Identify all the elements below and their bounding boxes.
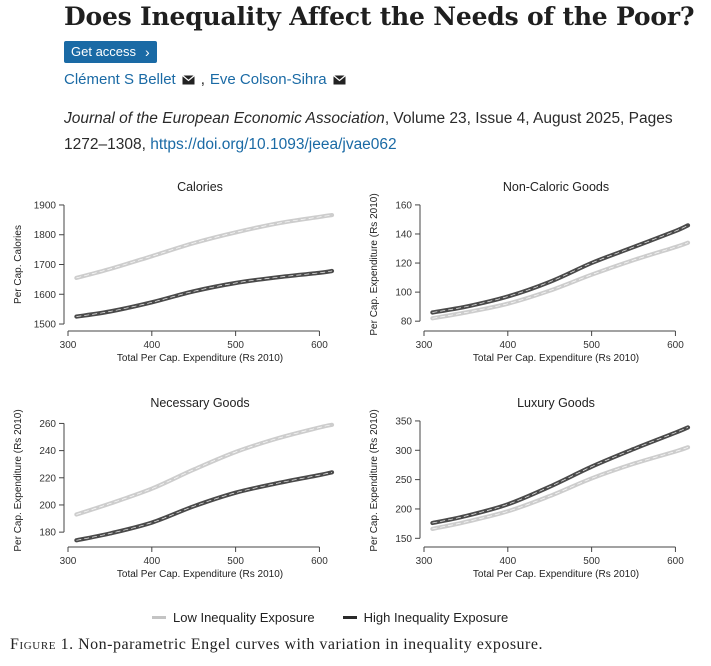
y-tick-label: 300 xyxy=(395,446,412,457)
series-line-ci xyxy=(432,446,689,530)
y-tick-label: 240 xyxy=(39,446,56,457)
series-line-band xyxy=(74,268,335,319)
series-line-band xyxy=(430,425,691,526)
x-tick-label: 400 xyxy=(143,340,160,351)
chart-title: Necessary Goods xyxy=(150,396,249,410)
x-tick-label: 300 xyxy=(60,556,77,567)
chart-title: Calories xyxy=(177,180,223,194)
y-tick-label: 350 xyxy=(395,416,412,427)
x-tick-label: 600 xyxy=(311,556,328,567)
email-icon[interactable] xyxy=(181,74,195,85)
chart-legend: Low Inequality Exposure High Inequality … xyxy=(152,610,508,625)
caption-label: Figure xyxy=(10,636,57,653)
x-tick-label: 600 xyxy=(667,340,684,351)
legend-label-low: Low Inequality Exposure xyxy=(173,610,315,625)
y-tick-label: 1900 xyxy=(34,200,57,211)
journal-name: Journal of the European Economic Associa… xyxy=(64,110,385,127)
x-tick-label: 300 xyxy=(416,340,433,351)
email-icon[interactable] xyxy=(332,74,346,85)
legend-swatch-high xyxy=(342,616,357,619)
x-tick-label: 300 xyxy=(60,340,77,351)
y-tick-label: 1700 xyxy=(34,260,57,271)
legend-item-low: Low Inequality Exposure xyxy=(152,610,315,625)
y-tick-label: 180 xyxy=(39,528,56,539)
y-axis-label: Per Cap. Expenditure (Rs 2010) xyxy=(13,409,24,551)
doi-link[interactable]: https://doi.org/10.1093/jeea/jvae062 xyxy=(150,136,397,153)
x-axis-label: Total Per Cap. Expenditure (Rs 2010) xyxy=(473,353,639,364)
y-axis-label: Per Cap. Calories xyxy=(13,225,24,304)
y-tick-label: 80 xyxy=(401,317,413,328)
legend-item-high: High Inequality Exposure xyxy=(342,610,509,625)
y-tick-label: 200 xyxy=(39,500,56,511)
x-axis-label: Total Per Cap. Expenditure (Rs 2010) xyxy=(117,353,283,364)
legend-swatch-low xyxy=(152,616,166,619)
y-tick-label: 220 xyxy=(39,473,56,484)
y-tick-label: 100 xyxy=(395,288,412,299)
chart-title: Non-Caloric Goods xyxy=(503,180,609,194)
citation: Journal of the European Economic Associa… xyxy=(64,106,684,158)
chart-title: Luxury Goods xyxy=(517,396,595,410)
y-tick-label: 200 xyxy=(395,504,412,515)
legend-label-high: High Inequality Exposure xyxy=(363,610,509,625)
article-title: Does Inequality Affect the Needs of the … xyxy=(64,2,695,31)
author-list: Clément S Bellet , Eve Colson-Sihra xyxy=(64,71,352,88)
y-tick-label: 1800 xyxy=(34,230,57,241)
figure-caption: Figure 1. Non-parametric Engel curves wi… xyxy=(10,636,543,654)
x-tick-label: 500 xyxy=(227,340,244,351)
engel-curves-figure: Calories 1500 1600 1700 1800 1900 300 400 500 600… xyxy=(13,180,691,580)
y-tick-label: 140 xyxy=(395,229,412,240)
caption-text: Non-parametric Engel curves with variati… xyxy=(78,636,543,653)
x-tick-label: 600 xyxy=(311,340,328,351)
y-tick-label: 260 xyxy=(39,419,56,430)
chevron-right-icon: › xyxy=(145,44,150,60)
series-line-band xyxy=(74,213,335,280)
author-link[interactable]: Eve Colson-Sihra xyxy=(209,71,327,88)
author-separator: , xyxy=(200,71,205,88)
x-tick-label: 400 xyxy=(143,556,160,567)
y-tick-label: 1600 xyxy=(34,290,57,301)
y-tick-label: 250 xyxy=(395,475,412,486)
y-tick-label: 1500 xyxy=(34,320,57,331)
x-tick-label: 600 xyxy=(667,556,684,567)
y-tick-label: 120 xyxy=(395,259,412,270)
series-line-ci xyxy=(432,224,689,313)
x-tick-label: 400 xyxy=(499,556,516,567)
get-access-button[interactable]: Get access › xyxy=(64,41,157,63)
series-line-band xyxy=(430,223,691,315)
x-tick-label: 500 xyxy=(583,340,600,351)
y-tick-label: 150 xyxy=(395,534,412,545)
series-line-ci xyxy=(76,270,333,317)
x-tick-label: 400 xyxy=(499,340,516,351)
get-access-label: Get access xyxy=(71,44,137,59)
series-line-band xyxy=(74,470,335,543)
y-axis-label: Per Cap. Expenditure (Rs 2010) xyxy=(369,409,380,551)
series-line-ci xyxy=(76,424,333,515)
journal-details: , Volume 23, Issue 4, August 2025, Pages… xyxy=(64,110,673,153)
x-axis-label: Total Per Cap. Expenditure (Rs 2010) xyxy=(117,569,283,580)
x-tick-label: 500 xyxy=(583,556,600,567)
series-line-ci xyxy=(432,427,689,524)
x-axis-label: Total Per Cap. Expenditure (Rs 2010) xyxy=(473,569,639,580)
author-link[interactable]: Clément S Bellet xyxy=(64,71,176,88)
series-line-ci xyxy=(76,471,333,541)
caption-number: 1. xyxy=(60,636,74,653)
y-tick-label: 160 xyxy=(395,200,412,211)
y-axis-label: Per Cap. Expenditure (Rs 2010) xyxy=(369,193,380,335)
x-tick-label: 300 xyxy=(416,556,433,567)
series-line-ci xyxy=(76,214,333,279)
x-tick-label: 500 xyxy=(227,556,244,567)
series-line-ci xyxy=(432,242,689,319)
